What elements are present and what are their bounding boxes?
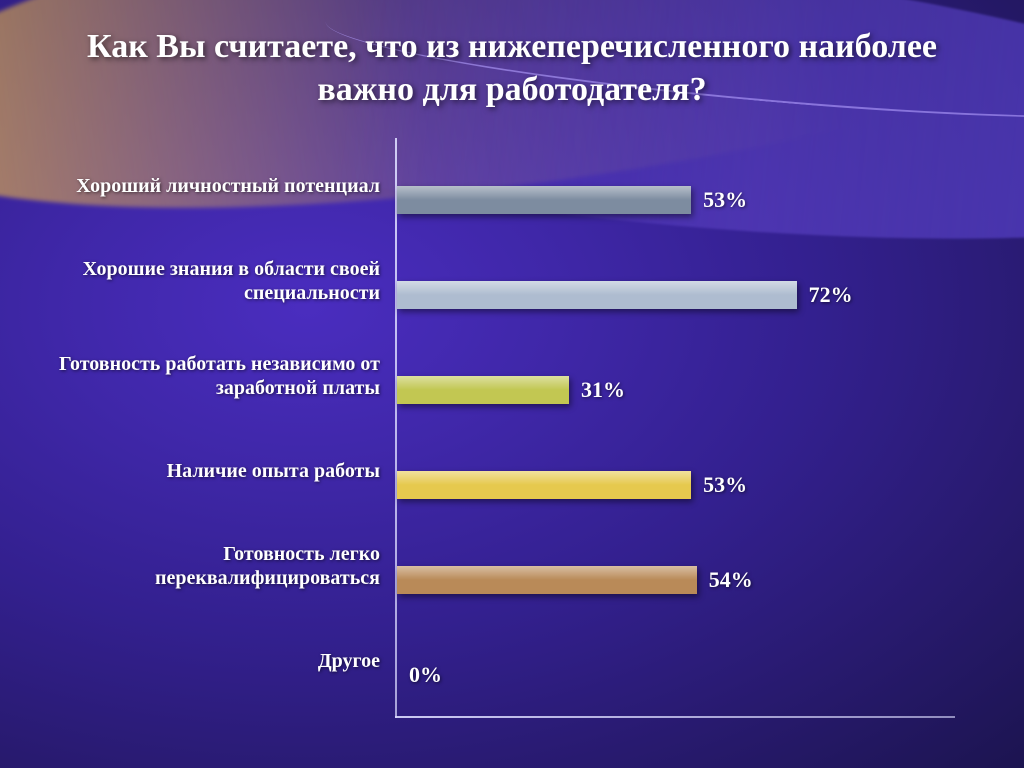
value-label: 53% [703,187,747,213]
bar [397,471,691,499]
bar [397,281,797,309]
value-label: 31% [581,377,625,403]
value-label: 54% [709,567,753,593]
bar [397,376,569,404]
value-label: 72% [809,282,853,308]
chart-row: Готовность легко переквалифицироваться 54… [40,518,984,613]
slide-title: Как Вы считаете, что из нижеперечисленно… [0,26,1024,111]
value-label: 0% [409,662,442,688]
bar-chart: Хороший личностный потенциал 53% Хорошие з… [40,138,984,738]
value-label: 53% [703,472,747,498]
category-label: Хороший личностный потенциал [40,174,380,198]
bar [397,566,697,594]
chart-row: Другое 0% [40,613,984,708]
x-axis [395,716,955,718]
category-label: Хорошие знания в области своей специальн… [40,257,380,305]
chart-row: Готовность работать независимо от зарабо… [40,328,984,423]
chart-row: Хорошие знания в области своей специальн… [40,233,984,328]
category-label: Другое [40,649,380,673]
category-label: Готовность работать независимо от зарабо… [40,352,380,400]
category-label: Готовность легко переквалифицироваться [40,542,380,590]
category-label: Наличие опыта работы [40,459,380,483]
slide: Как Вы считаете, что из нижеперечисленно… [0,0,1024,768]
chart-row: Хороший личностный потенциал 53% [40,138,984,233]
chart-row: Наличие опыта работы 53% [40,423,984,518]
bar [397,186,691,214]
